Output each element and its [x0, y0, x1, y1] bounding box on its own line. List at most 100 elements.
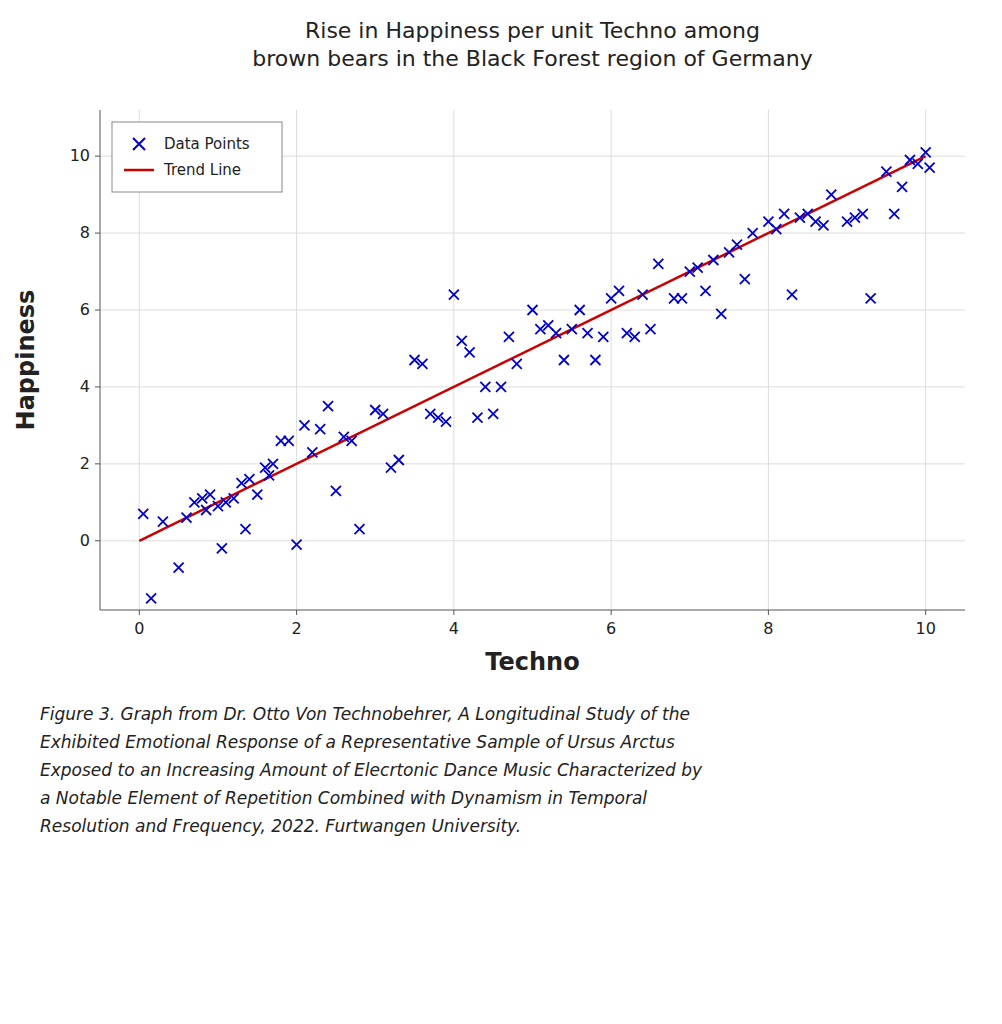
- caption: Figure 3. Graph from Dr. Otto Von Techno…: [40, 704, 703, 836]
- y-tick: [95, 540, 100, 541]
- scatter-point: [480, 382, 490, 392]
- scatter-point: [897, 182, 907, 192]
- scatter-point: [347, 436, 357, 446]
- scatter-point: [315, 424, 325, 434]
- x-tick-label: 10: [916, 619, 936, 638]
- scatter-point: [925, 163, 935, 173]
- scatter-series: [138, 147, 934, 603]
- scatter-point: [771, 224, 781, 234]
- scatter-point: [457, 336, 467, 346]
- scatter-point: [299, 420, 309, 430]
- x-grid-line: [925, 110, 926, 610]
- scatter-point: [355, 524, 365, 534]
- y-tick: [95, 386, 100, 387]
- scatter-point: [638, 290, 648, 300]
- caption-line: a Notable Element of Repetition Combined…: [40, 788, 647, 808]
- scatter-point: [559, 355, 569, 365]
- x-tick-label: 8: [763, 619, 773, 638]
- scatter-point: [244, 474, 254, 484]
- y-grid-line: [100, 233, 965, 234]
- scatter-point: [146, 593, 156, 603]
- y-axis-label: Happiness: [12, 290, 40, 431]
- scatter-point: [394, 455, 404, 465]
- scatter-point: [229, 493, 239, 503]
- scatter-point: [292, 540, 302, 550]
- y-tick-label: 0: [80, 531, 90, 550]
- scatter-point: [826, 190, 836, 200]
- x-axis-label: Techno: [485, 648, 579, 676]
- scatter-point: [307, 447, 317, 457]
- scatter-point: [417, 359, 427, 369]
- x-tick: [925, 610, 926, 615]
- scatter-point: [866, 293, 876, 303]
- x-tick: [611, 610, 612, 615]
- scatter-point: [630, 332, 640, 342]
- scatter-point: [441, 417, 451, 427]
- scatter-point: [614, 286, 624, 296]
- scatter-point: [575, 305, 585, 315]
- grid: [100, 110, 965, 610]
- scatter-point: [913, 159, 923, 169]
- marks: [138, 147, 934, 603]
- caption-line: Exhibited Emotional Response of a Repres…: [40, 732, 675, 752]
- legend-frame: [112, 122, 282, 192]
- x-tick: [296, 610, 297, 615]
- y-grid-line: [100, 463, 965, 464]
- y-grid-line: [100, 540, 965, 541]
- y-tick: [95, 310, 100, 311]
- x-tick-label: 4: [449, 619, 459, 638]
- scatter-point: [779, 209, 789, 219]
- scatter-point: [182, 513, 192, 523]
- x-tick-label: 6: [606, 619, 616, 638]
- scatter-point: [201, 505, 211, 515]
- scatter-point: [174, 563, 184, 573]
- scatter-point: [264, 470, 274, 480]
- y-tick-label: 10: [70, 146, 90, 165]
- caption-line: Figure 3. Graph from Dr. Otto Von Techno…: [40, 704, 690, 724]
- y-tick-label: 4: [80, 377, 90, 396]
- scatter-point: [323, 401, 333, 411]
- x-tick: [768, 610, 769, 615]
- y-tick: [95, 463, 100, 464]
- scatter-point: [512, 359, 522, 369]
- scatter-point: [881, 167, 891, 177]
- x-tick-label: 0: [134, 619, 144, 638]
- title-line: brown bears in the Black Forest region o…: [252, 46, 812, 71]
- y-tick: [95, 233, 100, 234]
- scatter-point: [748, 228, 758, 238]
- caption-line: Exposed to an Increasing Amount of Elecr…: [40, 760, 703, 780]
- scatter-point: [567, 324, 577, 334]
- scatter-point: [138, 509, 148, 519]
- scatter-point: [732, 240, 742, 250]
- scatter-point: [551, 328, 561, 338]
- ticks: 02468100246810: [70, 146, 936, 638]
- scatter-point: [921, 147, 931, 157]
- y-axis-line: [100, 110, 101, 610]
- x-grid-line: [453, 110, 454, 610]
- scatter-point: [818, 220, 828, 230]
- scatter-point: [693, 263, 703, 273]
- title: Rise in Happiness per unit Techno among b…: [252, 18, 812, 71]
- caption-line: Resolution and Frequency, 2022. Furtwang…: [40, 816, 521, 836]
- x-axis-line: [100, 610, 965, 611]
- scatter-point: [472, 413, 482, 423]
- scatter-point: [449, 290, 459, 300]
- scatter-point: [787, 290, 797, 300]
- title-line: Rise in Happiness per unit Techno among: [305, 18, 760, 43]
- x-grid-line: [611, 110, 612, 610]
- scatter-point: [645, 324, 655, 334]
- scatter-point: [240, 524, 250, 534]
- scatter-point: [598, 332, 608, 342]
- scatter-point: [504, 332, 514, 342]
- scatter-point: [268, 459, 278, 469]
- x-grid-line: [296, 110, 297, 610]
- scatter-point: [252, 490, 262, 500]
- x-tick: [453, 610, 454, 615]
- scatter-point: [590, 355, 600, 365]
- scatter-point: [701, 286, 711, 296]
- scatter-point: [205, 490, 215, 500]
- chart: Rise in Happiness per unit Techno among b…: [0, 0, 1002, 1024]
- scatter-point: [740, 274, 750, 284]
- x-tick-label: 2: [291, 619, 301, 638]
- scatter-point: [858, 209, 868, 219]
